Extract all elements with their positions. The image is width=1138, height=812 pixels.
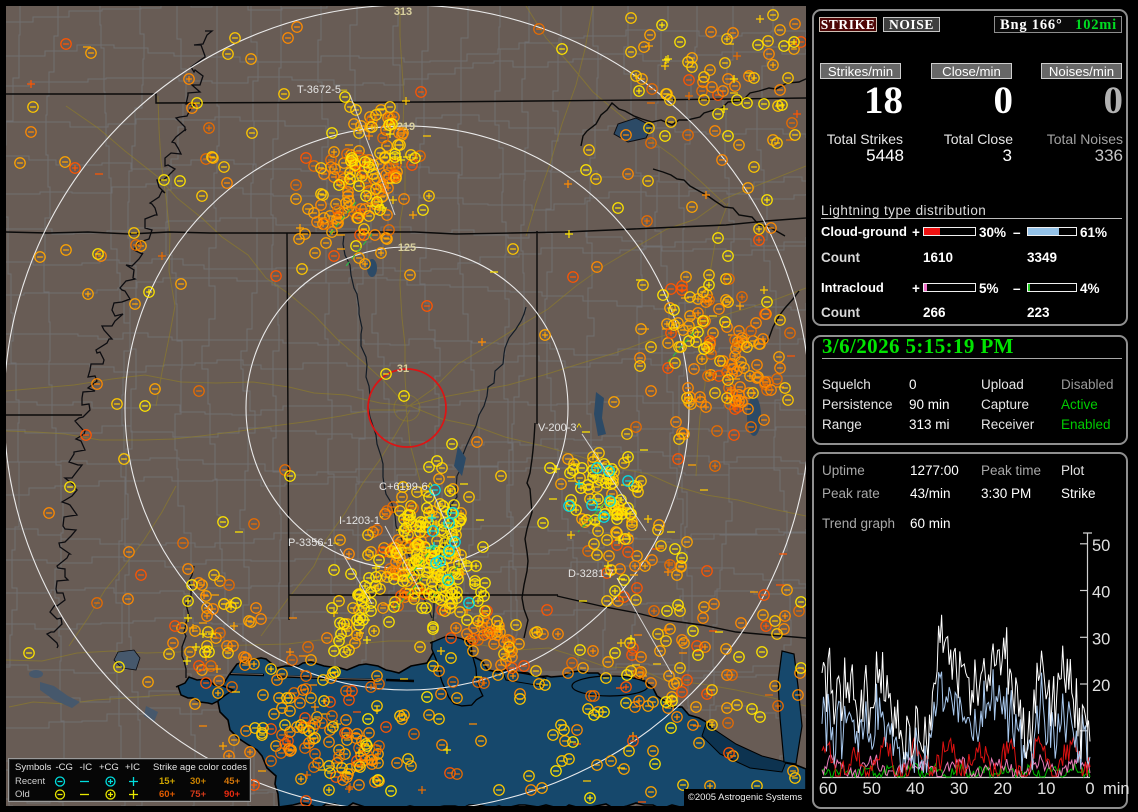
svg-text:20: 20 bbox=[994, 780, 1012, 798]
svg-text:0: 0 bbox=[1085, 780, 1094, 798]
svg-text:T-3672-5–: T-3672-5– bbox=[297, 84, 348, 96]
svg-text:50: 50 bbox=[863, 780, 881, 798]
svg-text:20: 20 bbox=[1092, 677, 1110, 695]
svg-text:I-1203-1ˇ: I-1203-1ˇ bbox=[339, 515, 384, 527]
svg-text:P-3356-1–: P-3356-1– bbox=[288, 537, 340, 549]
svg-text:60: 60 bbox=[819, 780, 837, 798]
svg-text:125: 125 bbox=[398, 242, 416, 254]
svg-text:31: 31 bbox=[397, 363, 409, 375]
svg-text:min: min bbox=[1103, 780, 1130, 798]
svg-text:C+6199-6^: C+6199-6^ bbox=[379, 481, 434, 493]
svg-text:50: 50 bbox=[1092, 537, 1110, 555]
svg-text:30: 30 bbox=[1092, 630, 1110, 648]
svg-text:10: 10 bbox=[1037, 780, 1055, 798]
svg-text:40: 40 bbox=[906, 780, 924, 798]
svg-text:D-3281-7ˇ: D-3281-7ˇ bbox=[568, 568, 618, 580]
svg-text:V-200-3^: V-200-3^ bbox=[538, 422, 583, 434]
svg-text:30: 30 bbox=[950, 780, 968, 798]
svg-text:40: 40 bbox=[1092, 584, 1110, 602]
svg-text:313: 313 bbox=[394, 6, 412, 18]
